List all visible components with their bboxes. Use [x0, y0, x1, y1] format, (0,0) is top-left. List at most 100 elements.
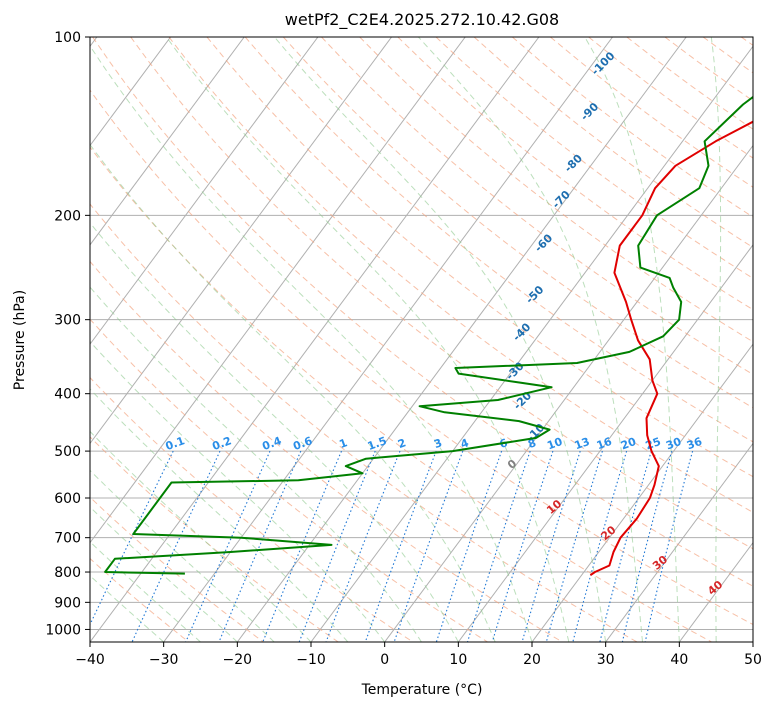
y-tick-label: 100	[54, 30, 81, 46]
mixing-ratio-line	[90, 450, 174, 626]
chart-axes: −40 −30 −20 −10 0 10 20 30 40 5010020030040050060…	[45, 30, 762, 668]
moist-adiabat-label: 20	[599, 523, 619, 543]
mixing-ratio-label: 4	[459, 436, 471, 451]
mixing-ratio-label: 3	[432, 436, 444, 451]
moist-adiabat-line	[165, 37, 570, 642]
dry-adiabat-line	[702, 37, 753, 74]
dry-adiabat-line	[397, 37, 753, 311]
dry-adiabat-label: -90	[578, 100, 601, 123]
y-tick-label: 500	[54, 444, 81, 460]
mixing-ratio-line	[621, 450, 673, 642]
mixing-ratio-line	[644, 450, 694, 642]
y-tick-label: 600	[54, 491, 81, 507]
x-tick-label: 30	[597, 652, 615, 668]
mixing-ratio-label: 30	[664, 435, 683, 453]
mixing-ratio-line	[572, 450, 628, 642]
y-tick-label: 900	[54, 595, 81, 611]
dry-adiabat-line	[206, 37, 753, 478]
mixing-ratio-label: 25	[644, 435, 663, 452]
y-tick-label: 800	[54, 565, 81, 581]
dry-adiabat-line	[359, 37, 753, 343]
mixing-ratio-label: 20	[619, 435, 638, 453]
moist-adiabat-line	[274, 37, 607, 642]
mixing-ratio-label: 36	[685, 435, 704, 453]
y-tick-label: 300	[54, 313, 81, 329]
moist-adiabat-line	[418, 37, 643, 642]
mixing-ratio-line	[545, 450, 603, 642]
dry-adiabat-line	[90, 203, 638, 642]
moist-adiabat-line	[90, 222, 459, 642]
dry-adiabat-label: -100	[589, 49, 618, 78]
dewpoint-profile-line	[104, 95, 753, 575]
y-tick-label: 700	[54, 531, 81, 547]
x-tick-label: 40	[670, 652, 688, 668]
moist-adiabat-line	[710, 37, 722, 642]
dry-adiabat-line	[90, 436, 339, 642]
x-tick-label: 0	[380, 652, 389, 668]
chart-title: wetPf2_C2E4.2025.272.10.42.G08	[285, 10, 559, 30]
chart-plot-area: 0.1 0.2 0.4 0.6 1 1.5 2 3 4 6 8 10 13 16 20 25 30 36-100-…	[104, 49, 753, 598]
isotherm-line	[90, 37, 245, 246]
moist-adiabat-line	[90, 574, 165, 642]
mixing-ratio-line	[466, 450, 531, 642]
mixing-ratio-line	[521, 450, 581, 642]
dry-adiabat-line	[90, 496, 264, 642]
mixing-ratio-line	[325, 450, 401, 642]
moist-adiabat-line	[90, 541, 201, 642]
isotherm-line	[90, 37, 392, 445]
isotherm-line	[90, 37, 540, 642]
dry-adiabat-label: -50	[523, 283, 546, 306]
dry-adiabat-labels: -100-90-80-70-60-50-40-30-20-10	[503, 49, 617, 444]
dry-adiabat-line	[90, 557, 190, 642]
mixing-ratio-line	[364, 450, 437, 642]
mixing-ratio-labels: 0.1 0.2 0.4 0.6 1 1.5 2 3 4 6 8 10 13 16 20 25 30 36	[164, 434, 704, 453]
dry-adiabat-label: -60	[532, 231, 555, 254]
moist-adiabat-line	[90, 44, 533, 642]
mixing-ratio-label: 1.5	[366, 434, 389, 453]
x-axis-label: Temperature (°C)	[361, 682, 483, 698]
dry-adiabat-line	[90, 146, 712, 642]
moist-adiabat-line	[90, 340, 386, 642]
x-tick-label: −10	[296, 652, 326, 668]
isotherm-line	[163, 37, 613, 642]
x-tick-label: 10	[449, 652, 467, 668]
dry-adiabat-line	[90, 318, 488, 642]
isotherm-line	[310, 45, 753, 642]
y-tick-label: 1000	[45, 622, 81, 638]
dry-adiabat-line	[511, 37, 753, 218]
moist-adiabat-label: 40	[705, 578, 725, 598]
y-tick-label: 400	[54, 387, 81, 403]
mixing-ratio-label: 13	[573, 435, 592, 452]
mixing-ratio-line	[599, 450, 652, 642]
chart-grid	[90, 37, 753, 642]
dry-adiabat-line	[321, 37, 753, 376]
dry-adiabat-line	[92, 37, 753, 587]
moist-adiabat-label: 30	[650, 553, 670, 573]
isotherm-line	[90, 37, 319, 345]
mixing-ratio-line	[262, 450, 343, 642]
moist-adiabat-line	[90, 388, 349, 642]
isotherm-line	[752, 641, 753, 642]
temperature-profile-line	[589, 120, 753, 577]
dry-adiabat-line	[90, 89, 753, 626]
x-tick-label: −40	[75, 652, 105, 668]
mixing-ratio-label: 0.6	[291, 434, 314, 453]
dry-adiabat-line	[90, 260, 563, 642]
x-tick-label: 20	[523, 652, 541, 668]
x-tick-label: −30	[149, 652, 179, 668]
isotherm-line	[531, 343, 753, 642]
isotherm-line	[678, 541, 753, 642]
mixing-ratio-label: 1	[337, 436, 349, 451]
mixing-ratio-label: 0.1	[164, 434, 187, 453]
isotherm-line	[384, 144, 753, 642]
dry-adiabat-line	[168, 37, 753, 513]
moist-adiabat-line	[90, 286, 422, 642]
dry-adiabat-label: -70	[550, 188, 573, 211]
isotherm-line	[457, 244, 753, 642]
moist-adiabat-label: 0	[505, 457, 519, 472]
y-tick-label: 200	[54, 208, 81, 224]
x-tick-label: −20	[223, 652, 253, 668]
isotherm-line	[90, 37, 466, 544]
